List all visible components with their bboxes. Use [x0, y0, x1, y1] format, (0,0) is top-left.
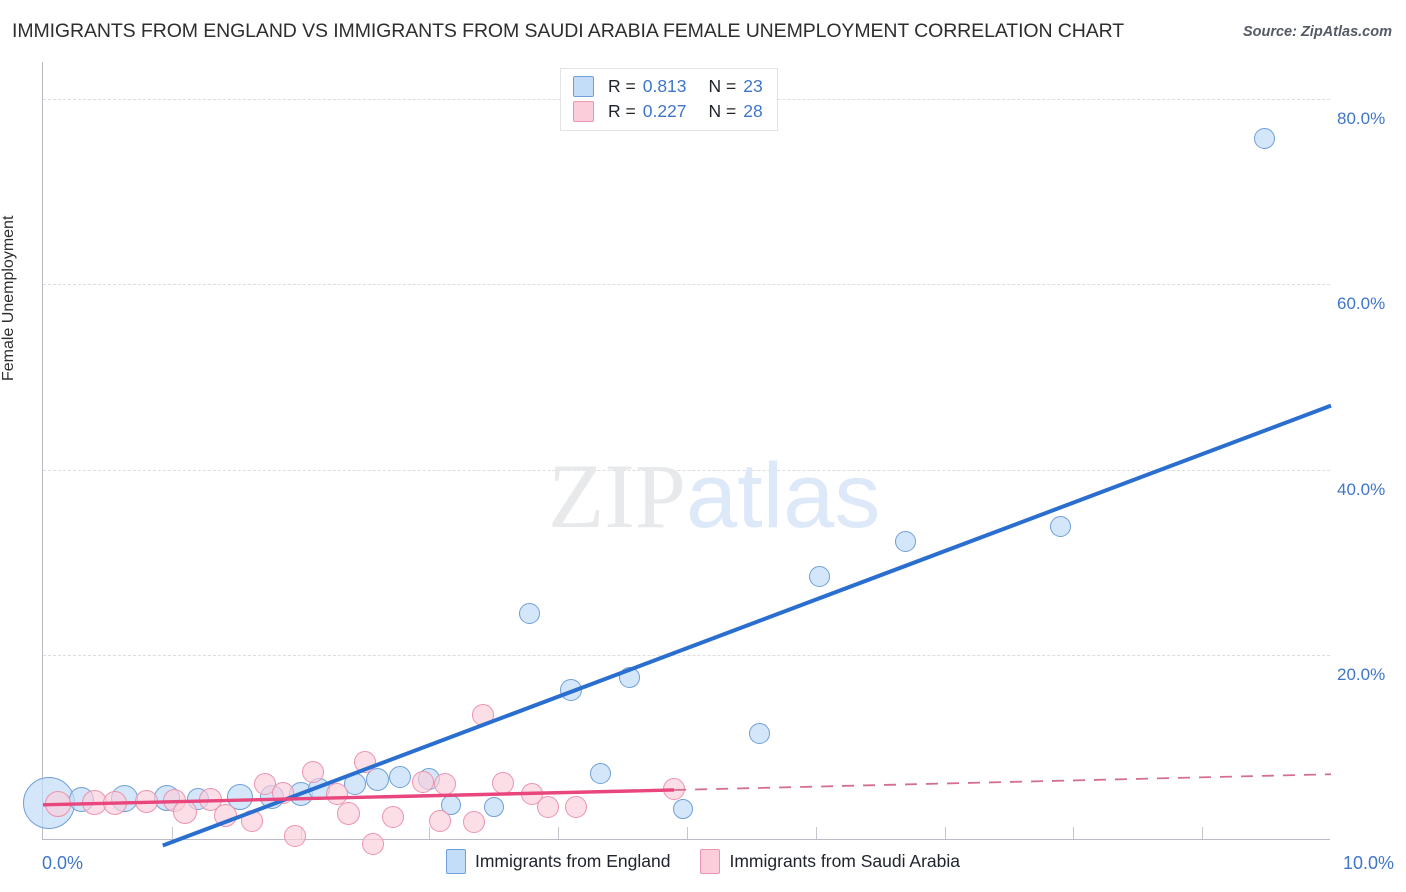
n-label-england: N =: [708, 76, 737, 96]
r-label-saudi-arabia: R =: [608, 101, 636, 121]
scatter-point[interactable]: [103, 790, 128, 815]
x-axis-max-label: 10.0%: [1342, 853, 1394, 873]
scatter-point[interactable]: [463, 811, 486, 834]
x-axis-tick: [1202, 827, 1204, 839]
scatter-point[interactable]: [433, 773, 456, 796]
scatter-point[interactable]: [519, 602, 541, 624]
gridline: [43, 469, 1330, 471]
scatter-point[interactable]: [284, 825, 307, 848]
source-attribution: Source: ZipAtlas.com: [1242, 24, 1392, 40]
scatter-point[interactable]: [483, 796, 504, 817]
zipatlas-watermark: ZIPatlas: [548, 450, 880, 542]
scatter-point[interactable]: [1050, 516, 1072, 538]
scatter-point[interactable]: [240, 809, 263, 832]
swatch-england-icon: [573, 76, 594, 97]
r-label-england: R =: [608, 76, 636, 96]
scatter-point[interactable]: [214, 804, 238, 828]
plot-area: ZIPatlas: [23, 62, 1332, 855]
swatch-saudi-arabia-icon: [573, 101, 594, 122]
gridline: [43, 654, 1330, 656]
n-value-england: 23: [743, 76, 763, 96]
scatter-point[interactable]: [134, 789, 158, 813]
scatter-point[interactable]: [382, 805, 405, 828]
scatter-point[interactable]: [560, 678, 583, 701]
y-axis-tick-label: 60.0%: [1337, 294, 1386, 314]
scatter-point[interactable]: [590, 762, 612, 784]
n-label-saudi-arabia: N =: [708, 101, 737, 121]
legend-item-saudi-arabia[interactable]: Immigrants from Saudi Arabia: [700, 849, 960, 874]
legend-swatch-england-icon: [445, 849, 466, 874]
watermark-atlas: atlas: [686, 445, 881, 547]
scatter-point[interactable]: [895, 531, 917, 553]
scatter-point[interactable]: [809, 565, 831, 587]
x-axis-tick: [815, 827, 817, 839]
page-title: IMMIGRANTS FROM ENGLAND VS IMMIGRANTS FR…: [12, 20, 1125, 42]
stats-row-saudi-arabia: R = 0.227 N = 28: [573, 101, 763, 122]
watermark-zip: ZIP: [548, 445, 686, 547]
y-axis-title: Female Unemployment: [0, 215, 17, 381]
scatter-point[interactable]: [663, 778, 686, 801]
stats-row-england: R = 0.813 N = 23: [573, 76, 763, 97]
x-axis-tick: [558, 827, 560, 839]
legend-label-england: Immigrants from England: [474, 851, 671, 871]
series-legend: Immigrants from England Immigrants from …: [0, 849, 1406, 874]
scatter-point[interactable]: [491, 771, 514, 794]
scatter-point[interactable]: [618, 667, 640, 689]
x-axis-tick: [1073, 827, 1075, 839]
trendline-saudi-arabia-dashed: [674, 773, 1332, 791]
scatter-point[interactable]: [748, 722, 770, 744]
scatter-point[interactable]: [673, 798, 694, 819]
legend-label-saudi-arabia: Immigrants from Saudi Arabia: [729, 851, 960, 871]
r-value-saudi-arabia: 0.227: [642, 101, 687, 121]
scatter-point[interactable]: [411, 770, 434, 793]
x-axis-tick: [944, 827, 946, 839]
scatter-point[interactable]: [388, 766, 411, 789]
scatter-point[interactable]: [336, 801, 360, 825]
y-axis-tick-label: 80.0%: [1337, 109, 1386, 129]
x-axis-tick: [687, 827, 688, 839]
x-axis-tick: [171, 827, 173, 839]
r-value-england: 0.813: [642, 76, 687, 96]
scatter-point[interactable]: [172, 800, 197, 825]
scatter-point[interactable]: [428, 810, 451, 833]
y-axis-tick-label: 40.0%: [1337, 479, 1386, 499]
trendlines: [42, 403, 1332, 848]
gridline: [43, 284, 1330, 286]
scatter-point[interactable]: [1253, 128, 1275, 150]
correlation-stats-legend: R = 0.813 N = 23 R = 0.227 N = 28: [560, 68, 778, 131]
scatter-point[interactable]: [565, 795, 588, 818]
legend-item-england[interactable]: Immigrants from England: [445, 849, 671, 874]
scatter-point[interactable]: [271, 781, 294, 804]
scatter-point[interactable]: [325, 782, 348, 805]
x-axis-min-label: 0.0%: [42, 853, 84, 873]
scatter-point[interactable]: [472, 703, 495, 726]
n-value-saudi-arabia: 28: [743, 101, 763, 121]
trendline-england: [162, 403, 1332, 848]
y-axis-tick-label: 20.0%: [1337, 664, 1386, 684]
legend-swatch-saudi-arabia-icon: [700, 849, 721, 874]
scatter-point[interactable]: [536, 795, 559, 818]
x-axis-tick: [429, 827, 431, 839]
